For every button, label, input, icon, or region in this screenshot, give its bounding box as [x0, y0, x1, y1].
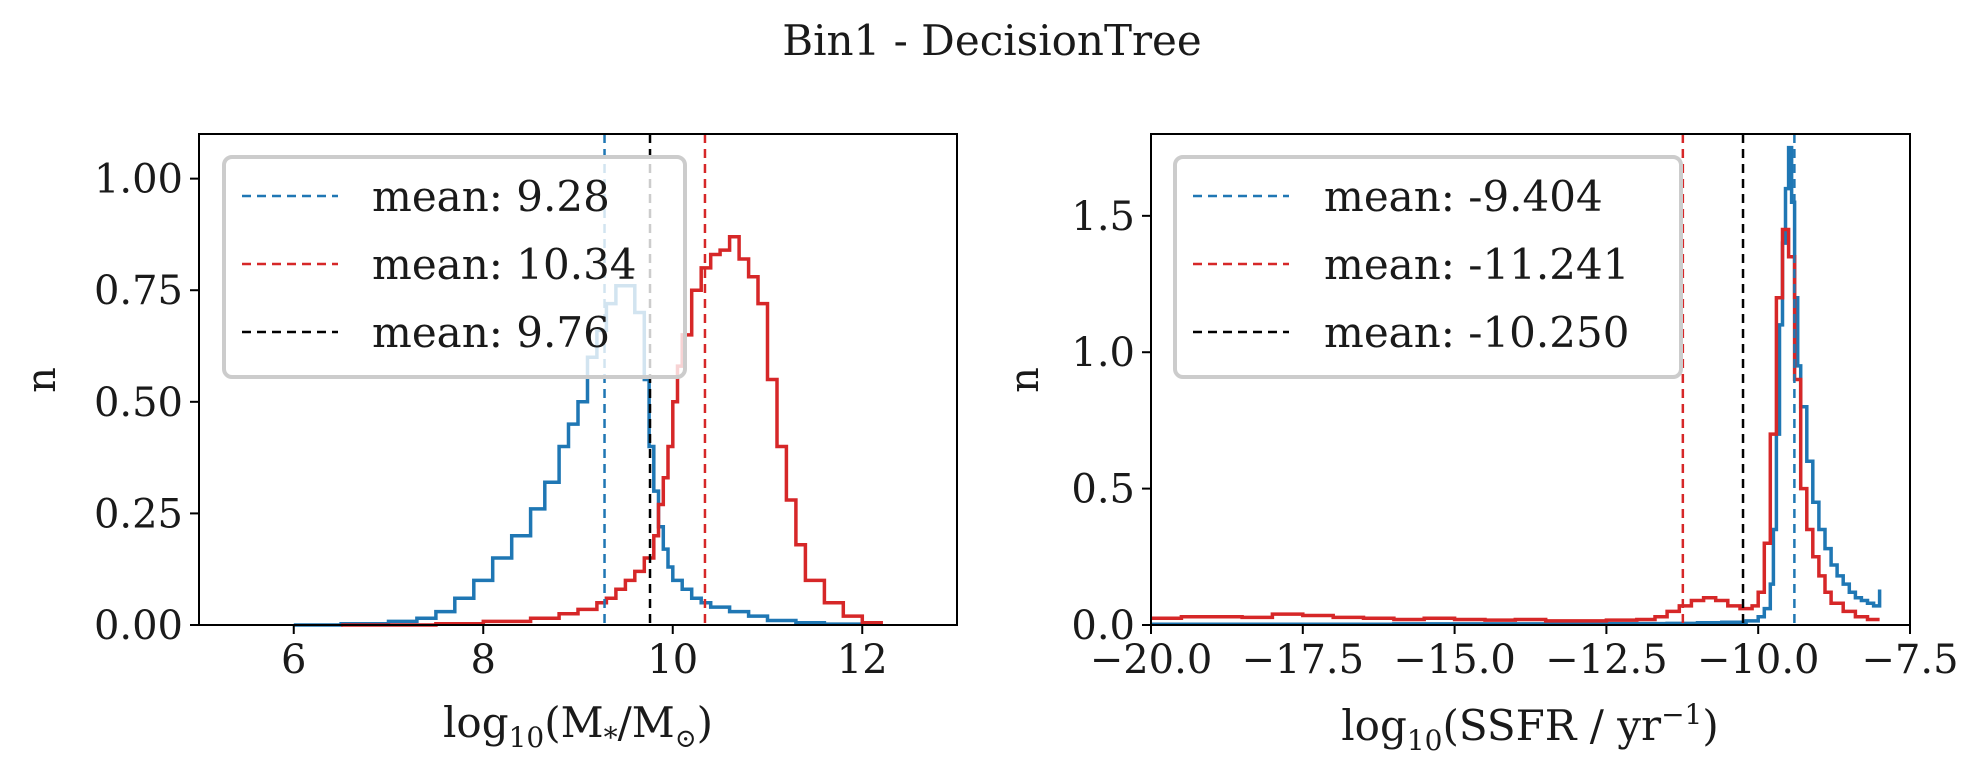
legend: mean: -9.404 mean: -11.241 mean: -10.250 — [1173, 155, 1683, 379]
y-tick-label: 0.50 — [94, 380, 183, 426]
legend-label-blue: mean: 9.28 — [372, 172, 610, 221]
plot-area — [1151, 134, 1882, 626]
y-tick-label: 0.0 — [1071, 603, 1135, 649]
stellar-mass-histogram-panel: 6 8 10 12 0.00 0.25 0.50 0.75 1.00 n log10(M*/M⊙… — [19, 133, 958, 754]
y-tick-label: 1.00 — [94, 157, 183, 203]
axes-frame — [198, 133, 958, 626]
axis-ticks: −20.0 −17.5 −15.0 −12.5 −10.0 −7.5 0.0 0.5 1.0 1.… — [1071, 194, 1958, 683]
y-axis-label: n — [19, 367, 65, 393]
legend-label-black: mean: 9.76 — [372, 308, 610, 357]
histogram-blue — [1151, 145, 1882, 626]
figure-title: Bin1 - DecisionTree — [782, 16, 1202, 65]
y-tick-label: 0.75 — [94, 268, 183, 314]
legend: mean: 9.28 mean: 10.34 mean: 9.76 — [222, 155, 687, 379]
y-tick-label: 0.5 — [1071, 467, 1135, 513]
y-tick-label: 0.00 — [94, 603, 183, 649]
x-tick-label: 10 — [647, 637, 698, 683]
y-axis-label: n — [1002, 367, 1048, 393]
x-tick-label: 8 — [471, 637, 496, 683]
legend-label-black: mean: -10.250 — [1324, 308, 1629, 357]
x-tick-label: −12.5 — [1545, 637, 1668, 683]
legend-label-blue: mean: -9.404 — [1324, 172, 1603, 221]
legend-label-red: mean: 10.34 — [372, 240, 637, 289]
y-tick-label: 1.5 — [1071, 194, 1135, 240]
axes-frame — [1150, 133, 1911, 626]
x-tick-label: −17.5 — [1242, 637, 1365, 683]
legend-label-red: mean: -11.241 — [1324, 240, 1629, 289]
x-tick-label: −10.0 — [1697, 637, 1820, 683]
histogram-red — [1151, 227, 1880, 623]
y-tick-label: 0.25 — [94, 491, 183, 537]
x-tick-label: 12 — [837, 637, 888, 683]
x-axis-label: log10(M*/M⊙) — [443, 698, 713, 754]
y-tick-label: 1.0 — [1071, 330, 1135, 376]
legend-box — [1173, 155, 1683, 379]
x-tick-label: −15.0 — [1393, 637, 1516, 683]
ssfr-histogram-panel: −20.0 −17.5 −15.0 −12.5 −10.0 −7.5 0.0 0.5 1.0 1.… — [1002, 133, 1959, 757]
x-axis-label: log10(SSFR / yr−1) — [1341, 698, 1719, 757]
x-tick-label: 6 — [281, 637, 306, 683]
x-tick-label: −7.5 — [1861, 637, 1958, 683]
x-tick-label: −20.0 — [1090, 637, 1213, 683]
axis-ticks: 6 8 10 12 0.00 0.25 0.50 0.75 1.00 — [94, 157, 888, 683]
legend-box — [222, 155, 687, 379]
